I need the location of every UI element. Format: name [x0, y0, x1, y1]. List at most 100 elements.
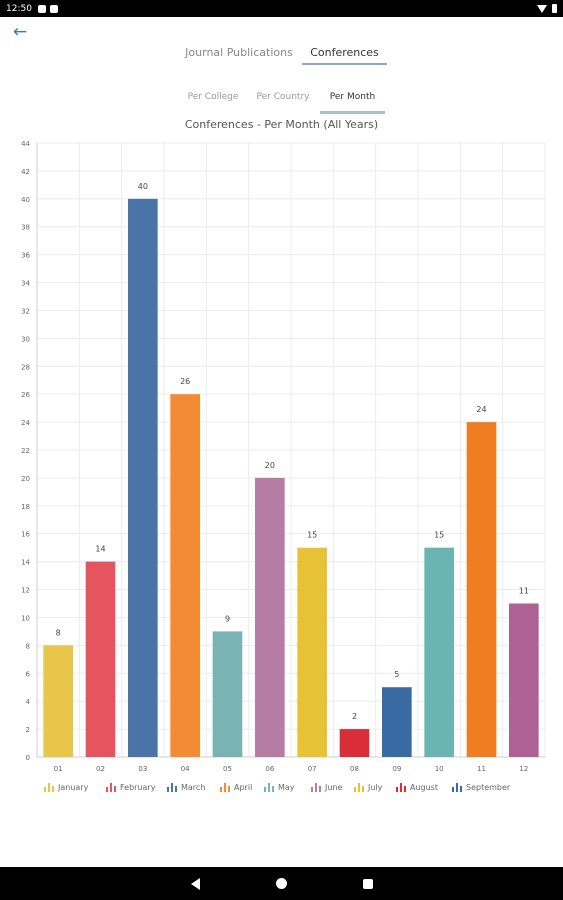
- legend-item[interactable]: August: [396, 783, 438, 792]
- data-label: 11: [519, 587, 529, 596]
- tab-journal-publications[interactable]: Journal Publications: [183, 43, 295, 65]
- navigation-bar: [0, 867, 563, 900]
- y-tick-label: 14: [21, 559, 30, 567]
- tab-label: Conferences: [310, 46, 379, 59]
- legend-bar-icon: [44, 783, 54, 792]
- x-tick-label: 08: [350, 765, 359, 773]
- sd-card-icon: [49, 4, 58, 13]
- x-tick-label: 09: [392, 765, 401, 773]
- x-tick-label: 04: [181, 765, 190, 773]
- subtab-indicator: [320, 111, 385, 114]
- subtab-label: Per College: [187, 92, 239, 102]
- nav-back-icon[interactable]: [190, 877, 200, 890]
- battery-icon: [552, 4, 557, 13]
- nav-recent-apps-icon[interactable]: [362, 878, 373, 889]
- x-tick-label: 02: [96, 765, 105, 773]
- subtab-per-country[interactable]: Per Country: [252, 86, 314, 114]
- legend-item[interactable]: June: [311, 783, 342, 792]
- y-tick-label: 10: [21, 614, 30, 622]
- y-tick-label: 4: [26, 698, 31, 706]
- tab-indicator: [302, 63, 387, 65]
- x-tick-label: 05: [223, 765, 232, 773]
- data-label: 14: [95, 545, 105, 554]
- y-tick-label: 16: [21, 531, 30, 539]
- bar-09: [382, 687, 412, 757]
- data-label: 15: [307, 531, 317, 540]
- y-tick-label: 36: [21, 252, 30, 260]
- data-label: 8: [56, 628, 61, 637]
- legend-label: April: [234, 783, 253, 792]
- legend-item[interactable]: February: [106, 783, 155, 792]
- nav-home-icon[interactable]: [275, 878, 287, 889]
- x-tick-label: 03: [138, 765, 147, 773]
- legend-bar-icon: [167, 783, 177, 792]
- legend-label: September: [466, 783, 511, 792]
- legend-item[interactable]: March: [167, 783, 205, 792]
- chart-legend: January February March April May June July Augu…: [44, 783, 544, 797]
- x-tick-label: 10: [435, 765, 444, 773]
- y-tick-label: 34: [21, 280, 30, 288]
- y-tick-label: 8: [26, 642, 30, 650]
- y-tick-label: 42: [21, 168, 30, 176]
- legend-bar-icon: [311, 783, 321, 792]
- bar-12: [509, 603, 539, 757]
- legend-bar-icon: [106, 783, 116, 792]
- bar-chart: 0246810121416182022242628303234363840424…: [21, 140, 546, 773]
- sub-tabs: Per College Per Country Per Month: [0, 86, 563, 116]
- tab-conferences[interactable]: Conferences: [302, 43, 387, 65]
- y-tick-label: 38: [21, 224, 30, 232]
- legend-item[interactable]: May: [264, 783, 295, 792]
- legend-label: March: [181, 783, 206, 792]
- y-tick-label: 24: [21, 419, 30, 427]
- y-tick-label: 12: [21, 587, 30, 595]
- y-tick-label: 0: [26, 754, 30, 762]
- legend-item[interactable]: July: [354, 783, 382, 792]
- subtab-per-month[interactable]: Per Month: [320, 86, 385, 114]
- x-tick-label: 12: [519, 765, 528, 773]
- legend-bar-icon: [264, 783, 274, 792]
- bar-08: [339, 729, 370, 757]
- y-tick-label: 32: [21, 307, 30, 315]
- chart-title: Conferences - Per Month (All Years): [184, 118, 379, 131]
- x-tick-label: 11: [477, 765, 486, 773]
- y-tick-label: 2: [26, 726, 30, 734]
- bar-03: [128, 198, 158, 757]
- y-tick-label: 18: [21, 503, 30, 511]
- bar-06: [255, 477, 285, 757]
- x-tick-label: 01: [54, 765, 63, 773]
- y-tick-label: 26: [21, 391, 30, 399]
- legend-item[interactable]: April: [220, 783, 252, 792]
- subtab-per-college[interactable]: Per College: [183, 86, 243, 114]
- bar-04: [170, 394, 200, 757]
- y-tick-label: 44: [21, 140, 30, 148]
- legend-bar-icon: [220, 783, 230, 792]
- data-label: 24: [476, 405, 486, 414]
- y-tick-label: 20: [21, 475, 30, 483]
- data-label: 26: [180, 377, 190, 386]
- data-label: 9: [225, 614, 230, 623]
- legend-item[interactable]: January: [44, 783, 88, 792]
- data-label: 2: [352, 712, 357, 721]
- legend-label: February: [120, 783, 156, 792]
- legend-label: July: [368, 783, 383, 792]
- data-label: 5: [394, 670, 399, 679]
- y-tick-label: 6: [26, 670, 31, 678]
- y-tick-label: 22: [21, 447, 30, 455]
- y-tick-label: 40: [21, 196, 30, 204]
- y-tick-label: 28: [21, 363, 30, 371]
- back-arrow-icon[interactable]: ←: [12, 22, 28, 42]
- bar-07: [297, 547, 327, 757]
- y-tick-label: 30: [21, 335, 30, 343]
- legend-label: June: [325, 783, 343, 792]
- legend-item[interactable]: September: [452, 783, 510, 792]
- data-label: 40: [138, 182, 148, 191]
- data-label: 15: [434, 531, 444, 540]
- bar-11: [466, 422, 497, 757]
- x-tick-label: 07: [308, 765, 317, 773]
- bar-10: [424, 547, 454, 757]
- legend-bar-icon: [452, 783, 462, 792]
- main-tabs: Journal Publications Conferences: [0, 43, 563, 67]
- legend-label: May: [278, 783, 295, 792]
- legend-label: January: [58, 783, 89, 792]
- x-tick-label: 06: [265, 765, 274, 773]
